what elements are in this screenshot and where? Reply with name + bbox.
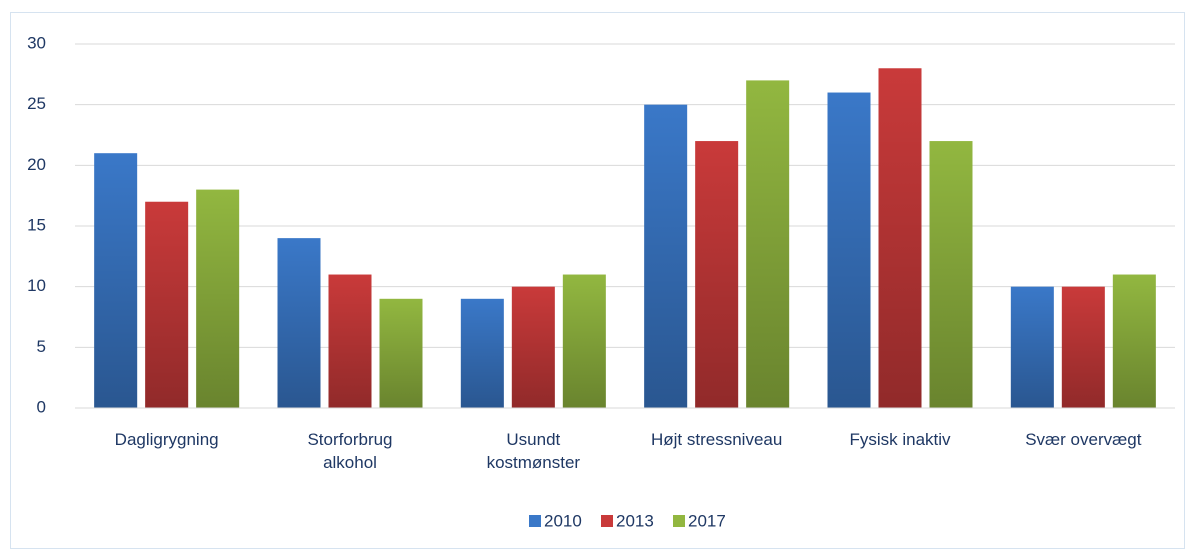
bar-shade [145,201,189,408]
y-tick-label: 15 [27,215,46,234]
bar-shade [94,153,138,408]
bar-shade [929,141,973,409]
bar-shade [878,68,922,409]
bar-shade [460,298,504,408]
legend-swatch [601,515,613,527]
bar-shade [511,286,555,408]
y-tick-label: 30 [27,33,46,52]
y-tick-label: 5 [37,337,46,356]
x-tick-label: Dagligrygning [114,430,219,449]
x-tick-label: Svær overvægt [1025,430,1142,449]
bar-shade [695,141,739,409]
y-tick-label: 20 [27,155,46,174]
legend-label: 2013 [616,511,654,530]
bar-shade [277,238,321,408]
y-tick-label: 0 [37,397,46,416]
bar-shade [644,104,688,409]
legend-swatch [673,515,685,527]
x-tick-label: Usundt kostmønster [486,430,581,472]
bar-shade [379,298,423,408]
legend-swatch [529,515,541,527]
chart-border [10,12,1185,549]
legend-label: 2010 [544,511,582,530]
bar-shade [328,274,372,408]
y-tick-label: 25 [27,94,46,113]
bar-shade [746,80,790,409]
bar-shade [827,92,871,409]
x-tick-label: Fysisk inaktiv [849,430,951,449]
bar-shade [1112,274,1156,408]
bar-shade [1061,286,1105,408]
x-tick-label: Storforbrug alkohol [307,430,393,472]
legend-label: 2017 [688,511,726,530]
x-tick-label: Højt stressniveau [650,430,783,449]
y-tick-label: 10 [27,276,46,295]
bar-shade [1010,286,1054,408]
bar-shade [196,189,240,408]
bar-shade [562,274,606,408]
